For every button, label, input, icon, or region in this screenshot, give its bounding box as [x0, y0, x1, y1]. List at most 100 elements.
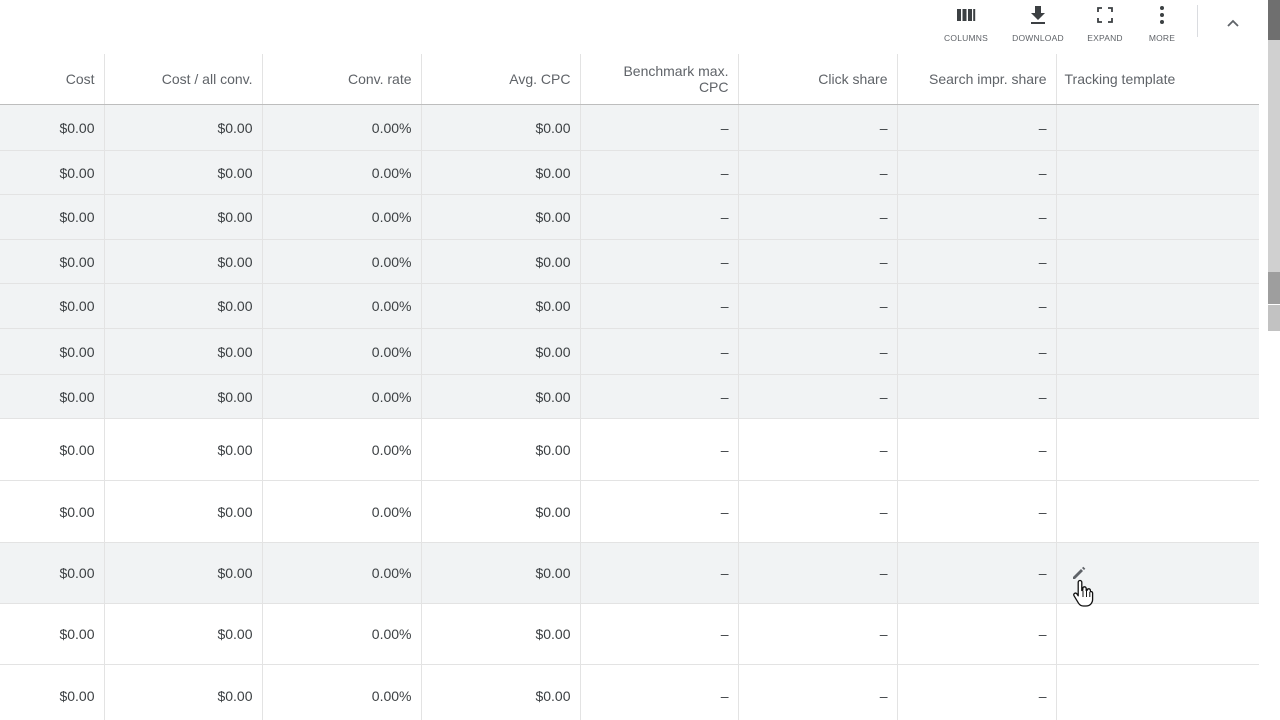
cell-benchmark-max-cpc: –	[580, 194, 739, 240]
scrollbar-marker	[1268, 272, 1280, 304]
cell-benchmark-max-cpc: –	[580, 480, 739, 543]
cell-click-share: –	[738, 542, 898, 604]
cell-cost: $0.00	[0, 542, 105, 604]
more-button[interactable]: MORE	[1145, 0, 1179, 46]
cell-avg-cpc: $0.00	[421, 542, 581, 604]
cell-conv-rate: 0.00%	[262, 418, 422, 481]
cell-tracking-template[interactable]	[1056, 480, 1260, 543]
table-toolbar: COLUMNS DOWNLOAD EXPAND MORE	[0, 0, 1262, 54]
table-row[interactable]: $0.00 $0.00 0.00% $0.00– – –	[0, 239, 1260, 284]
cell-avg-cpc: $0.00	[421, 194, 581, 240]
cell-search-impr-share: –	[897, 603, 1057, 665]
cell-cost-all-conv: $0.00	[104, 664, 263, 720]
cell-conv-rate: 0.00%	[262, 542, 422, 604]
cell-cost-all-conv: $0.00	[104, 328, 263, 375]
columns-icon	[956, 1, 976, 29]
cell-cost-all-conv: $0.00	[104, 104, 263, 151]
table-row[interactable]: $0.00 $0.00 0.00% $0.00– – –	[0, 480, 1260, 543]
table-row[interactable]: $0.00 $0.00 0.00% $0.00– – –	[0, 542, 1260, 604]
cell-avg-cpc: $0.00	[421, 239, 581, 284]
cell-cost-all-conv: $0.00	[104, 283, 263, 329]
table-row[interactable]: $0.00 $0.00 0.00% $0.00– – –	[0, 374, 1260, 419]
cell-search-impr-share: –	[897, 480, 1057, 543]
cell-avg-cpc: $0.00	[421, 104, 581, 151]
cell-tracking-template[interactable]	[1056, 418, 1260, 481]
cell-search-impr-share: –	[897, 104, 1057, 151]
cell-cost: $0.00	[0, 283, 105, 329]
cell-cost: $0.00	[0, 374, 105, 419]
expand-button[interactable]: EXPAND	[1085, 0, 1125, 46]
columns-label: COLUMNS	[944, 33, 988, 43]
cell-search-impr-share: –	[897, 239, 1057, 284]
cell-conv-rate: 0.00%	[262, 194, 422, 240]
cell-conv-rate: 0.00%	[262, 283, 422, 329]
column-header-search-impr-share[interactable]: Search impr. share	[897, 54, 1057, 105]
cell-benchmark-max-cpc: –	[580, 150, 739, 195]
column-header-cost-all-conv[interactable]: Cost / all conv.	[104, 54, 263, 105]
cell-click-share: –	[738, 239, 898, 284]
cell-search-impr-share: –	[897, 283, 1057, 329]
cell-cost-all-conv: $0.00	[104, 374, 263, 419]
cell-click-share: –	[738, 418, 898, 481]
hand-cursor-icon	[1071, 578, 1099, 608]
cell-conv-rate: 0.00%	[262, 104, 422, 151]
cell-tracking-template[interactable]	[1056, 239, 1260, 284]
cell-tracking-template[interactable]	[1056, 104, 1260, 151]
cell-benchmark-max-cpc: –	[580, 542, 739, 604]
cell-search-impr-share: –	[897, 664, 1057, 720]
cell-cost-all-conv: $0.00	[104, 480, 263, 543]
download-icon	[1030, 1, 1046, 29]
cell-search-impr-share: –	[897, 418, 1057, 481]
expand-label: EXPAND	[1087, 33, 1123, 43]
collapse-button[interactable]	[1222, 12, 1244, 34]
expand-icon	[1097, 1, 1113, 29]
cell-benchmark-max-cpc: –	[580, 374, 739, 419]
cell-click-share: –	[738, 150, 898, 195]
cell-cost-all-conv: $0.00	[104, 194, 263, 240]
cell-conv-rate: 0.00%	[262, 328, 422, 375]
column-header-click-share[interactable]: Click share	[738, 54, 898, 105]
cell-tracking-template[interactable]	[1056, 328, 1260, 375]
table-row[interactable]: $0.00 $0.00 0.00% $0.00– – –	[0, 283, 1260, 329]
column-header-benchmark-max-cpc[interactable]: Benchmark max. CPC	[580, 54, 739, 105]
cell-cost: $0.00	[0, 328, 105, 375]
table-row[interactable]: $0.00 $0.00 0.00% $0.00– – –	[0, 418, 1260, 481]
cell-cost-all-conv: $0.00	[104, 603, 263, 665]
cell-cost: $0.00	[0, 603, 105, 665]
cell-tracking-template[interactable]	[1056, 283, 1260, 329]
cell-conv-rate: 0.00%	[262, 603, 422, 665]
cell-tracking-template[interactable]	[1056, 603, 1260, 665]
cell-search-impr-share: –	[897, 374, 1057, 419]
scrollbar-thumb[interactable]	[1268, 40, 1280, 272]
cell-tracking-template[interactable]	[1056, 150, 1260, 195]
column-header-tracking-template[interactable]: Tracking template	[1056, 54, 1260, 105]
download-label: DOWNLOAD	[1012, 33, 1064, 43]
pencil-icon[interactable]	[1071, 565, 1087, 581]
column-header-cost[interactable]: Cost	[0, 54, 105, 105]
cell-tracking-template[interactable]	[1056, 194, 1260, 240]
table-row[interactable]: $0.00 $0.00 0.00% $0.00– – –	[0, 104, 1260, 151]
data-table-container: Cost Cost / all conv. Conv. rate Avg. CP…	[0, 54, 1260, 720]
scrollbar-marker-light	[1268, 305, 1280, 331]
cell-tracking-template[interactable]	[1056, 374, 1260, 419]
cell-avg-cpc: $0.00	[421, 603, 581, 665]
column-header-avg-cpc[interactable]: Avg. CPC	[421, 54, 581, 105]
table-row[interactable]: $0.00 $0.00 0.00% $0.00– – –	[0, 603, 1260, 665]
table-row[interactable]: $0.00 $0.00 0.00% $0.00– – –	[0, 194, 1260, 240]
columns-button[interactable]: COLUMNS	[942, 0, 990, 46]
cell-cost-all-conv: $0.00	[104, 542, 263, 604]
cell-benchmark-max-cpc: –	[580, 104, 739, 151]
cell-click-share: –	[738, 328, 898, 375]
cell-benchmark-max-cpc: –	[580, 603, 739, 665]
cell-avg-cpc: $0.00	[421, 418, 581, 481]
cell-avg-cpc: $0.00	[421, 480, 581, 543]
table-row[interactable]: $0.00 $0.00 0.00% $0.00– – –	[0, 328, 1260, 375]
more-icon	[1159, 1, 1165, 29]
table-row[interactable]: $0.00 $0.00 0.00% $0.00– – –	[0, 664, 1260, 720]
cell-search-impr-share: –	[897, 194, 1057, 240]
cell-tracking-template[interactable]	[1056, 542, 1260, 604]
column-header-conv-rate[interactable]: Conv. rate	[262, 54, 422, 105]
table-row[interactable]: $0.00 $0.00 0.00% $0.00– – –	[0, 150, 1260, 195]
download-button[interactable]: DOWNLOAD	[1012, 0, 1064, 46]
cell-tracking-template[interactable]	[1056, 664, 1260, 720]
